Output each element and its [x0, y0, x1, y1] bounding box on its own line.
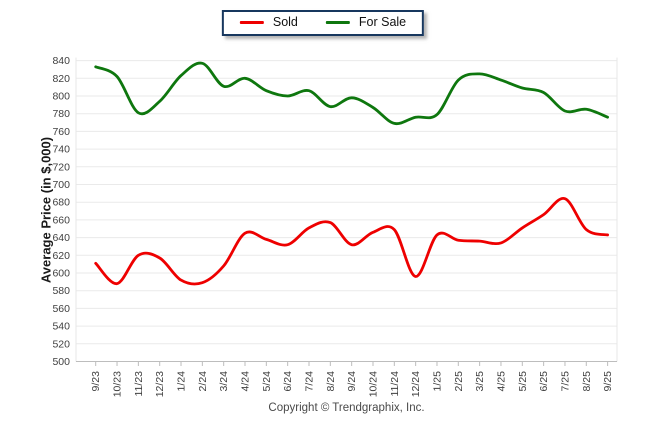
x-tick-label: 11/24 — [389, 371, 401, 397]
y-tick-label: 500 — [52, 356, 70, 368]
x-tick-label: 5/25 — [517, 371, 529, 392]
x-tick-label: 3/24 — [218, 371, 230, 392]
x-tick-label: 9/23 — [90, 371, 102, 392]
y-tick-label: 600 — [52, 268, 70, 280]
legend-label-for-sale: For Sale — [358, 15, 407, 29]
copyright-text: Copyright © Trendgraphix, Inc. — [268, 402, 425, 414]
y-tick-label: 700 — [52, 179, 70, 191]
legend-label-sold: Sold — [272, 15, 298, 29]
x-tick-label: 10/23 — [112, 371, 124, 397]
x-tick-label: 2/25 — [453, 371, 465, 392]
x-tick-label: 4/25 — [495, 371, 507, 392]
y-tick-label: 840 — [52, 55, 70, 67]
x-tick-label: 12/24 — [410, 371, 422, 397]
x-tick-label: 11/23 — [133, 371, 145, 397]
x-tick-label: 8/25 — [581, 371, 593, 392]
x-tick-label: 9/25 — [602, 371, 614, 392]
x-tick-label: 1/24 — [176, 371, 188, 392]
legend-item-sold: Sold — [239, 15, 298, 29]
x-tick-label: 3/25 — [474, 371, 486, 392]
x-tick-label: 1/25 — [431, 371, 443, 392]
y-tick-label: 540 — [52, 321, 70, 333]
y-tick-label: 680 — [52, 197, 70, 209]
x-tick-label: 9/24 — [346, 371, 358, 392]
x-tick-label: 7/25 — [559, 371, 571, 392]
x-tick-label: 12/23 — [154, 371, 166, 397]
y-tick-label: 640 — [52, 232, 70, 244]
y-tick-label: 780 — [52, 108, 70, 120]
y-tick-label: 660 — [52, 214, 70, 226]
sold-line — [94, 197, 609, 286]
chart-legend: Sold For Sale — [221, 10, 425, 36]
x-tick-label: 6/25 — [538, 371, 550, 392]
y-tick-label: 740 — [52, 144, 70, 156]
y-tick-label: 720 — [52, 161, 70, 173]
legend-item-for-sale: For Sale — [325, 15, 407, 29]
x-tick-label: 10/24 — [367, 371, 379, 397]
x-tick-label: 7/24 — [304, 371, 316, 392]
y-tick-label: 760 — [52, 126, 70, 138]
for-sale-line — [94, 61, 609, 126]
y-tick-label: 620 — [52, 250, 70, 262]
y-tick-label: 560 — [52, 303, 70, 315]
y-tick-label: 580 — [52, 285, 70, 297]
x-tick-label: 4/24 — [240, 371, 252, 392]
sold-line-swatch — [239, 20, 264, 24]
x-tick-label: 8/24 — [325, 371, 337, 392]
y-tick-label: 820 — [52, 73, 70, 85]
for-sale-line-swatch — [325, 20, 350, 24]
y-tick-label: 800 — [52, 91, 70, 103]
x-tick-label: 5/24 — [261, 371, 273, 392]
y-tick-label: 520 — [52, 338, 70, 350]
x-tick-label: 2/24 — [197, 371, 209, 392]
x-tick-label: 6/24 — [282, 371, 294, 392]
